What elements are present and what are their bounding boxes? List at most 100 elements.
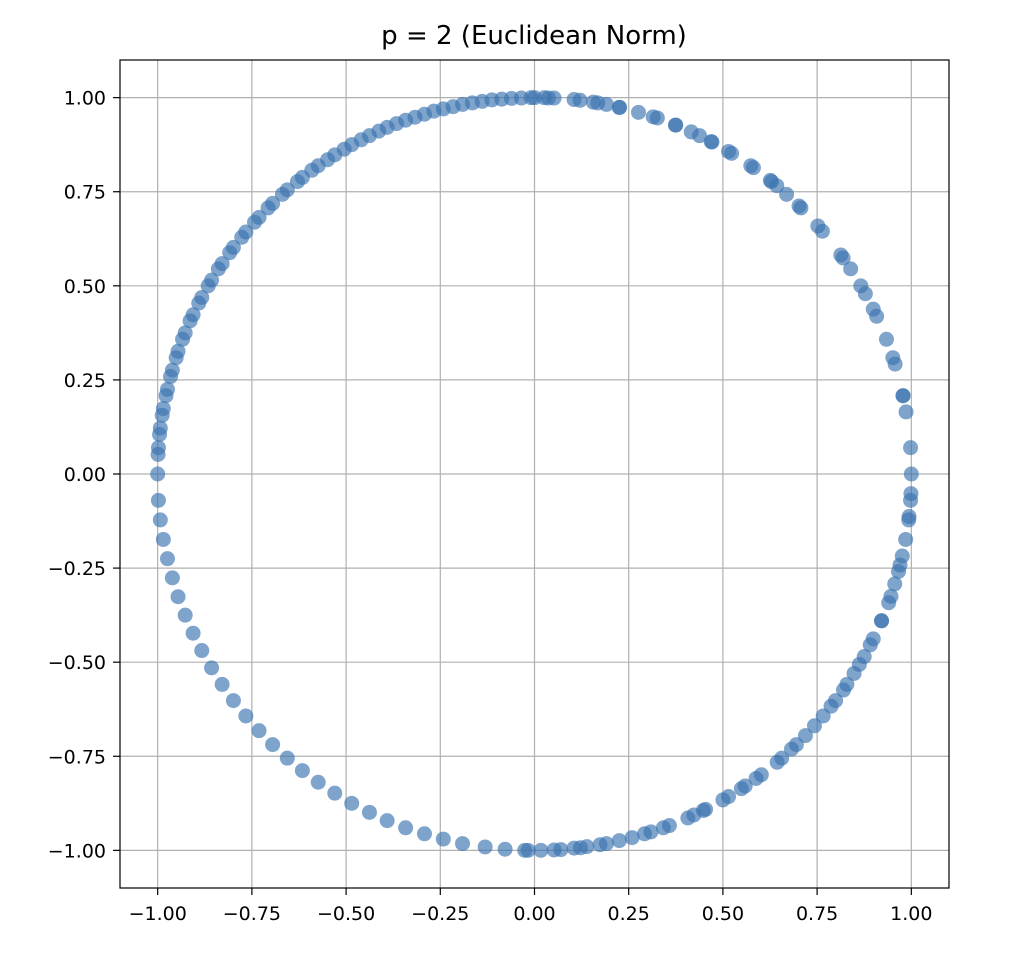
data-point [320,152,336,168]
data-point [265,737,281,753]
data-point [426,103,442,119]
data-point [793,200,809,216]
x-tick-label: −1.00 [129,903,187,925]
data-point [162,369,178,385]
data-point [856,649,872,665]
data-point [484,92,500,108]
data-point [371,123,387,139]
data-point [310,774,326,790]
data-point [853,278,869,294]
data-point [200,278,216,294]
data-point [379,813,395,829]
data-point [210,261,226,277]
data-point [643,824,659,840]
data-point [155,531,171,547]
data-point [289,174,305,190]
data-point [225,693,241,709]
data-point [177,607,193,623]
data-point [814,223,830,239]
data-point [407,109,423,125]
data-point [497,841,513,857]
data-point [150,492,166,508]
data-point [703,134,719,150]
data-point [546,90,562,106]
data-point [846,665,862,681]
data-point [344,795,360,811]
y-tick-label: 1.00 [64,88,106,110]
data-point [903,466,919,482]
data-point [579,839,595,855]
data-point [361,804,377,820]
data-point [624,830,640,846]
data-point [336,141,352,157]
data-point [797,728,813,744]
data-point [892,557,908,573]
data-point [455,836,471,852]
y-tick-label: −1.00 [48,840,106,862]
y-tick-label: 0.50 [64,276,106,298]
data-point [222,245,238,261]
data-point [901,512,917,528]
x-tick-label: 0.25 [608,903,650,925]
data-point [445,99,461,115]
data-point [477,839,493,855]
data-point [779,186,795,202]
data-point [194,643,210,659]
data-point [504,90,520,106]
data-point [869,308,885,324]
y-tick-label: 0.00 [64,464,106,486]
data-point [523,90,539,106]
x-tick-label: 0.00 [513,903,555,925]
data-point [389,116,405,132]
data-point [566,840,582,856]
data-point [279,750,295,766]
data-point [686,807,702,823]
x-tick-label: 0.50 [702,903,744,925]
data-point [260,200,276,216]
data-point [251,723,267,739]
x-tick-label: −0.75 [223,903,281,925]
data-point [865,631,881,647]
data-point [774,750,790,766]
y-tick-label: 0.75 [64,182,106,204]
data-point [631,104,647,120]
y-tick-label: −0.25 [48,558,106,580]
x-tick-label: −0.50 [317,903,375,925]
data-point [611,833,627,849]
data-point [152,426,168,442]
data-point [611,99,627,115]
data-point [898,404,914,420]
data-point [304,162,320,178]
data-point [806,718,822,734]
data-point [234,229,250,245]
data-point [598,96,614,112]
data-point [435,831,451,847]
axis-ticks: −1.00 −0.75 −0.50 −0.25 0.00 0.25 0.50 0.75 1.00… [48,88,933,925]
data-point [175,331,191,347]
data-point [698,801,714,817]
data-point [185,625,201,641]
data-point [835,682,851,698]
data-point [783,741,799,757]
data-point [815,708,831,724]
y-tick-label: −0.75 [48,746,106,768]
data-point [191,295,207,311]
data-point [204,660,220,676]
data-point [721,143,737,159]
data-point [903,440,919,456]
data-point [464,95,480,111]
data-point [398,820,414,836]
data-point [327,785,343,801]
data-point [182,313,198,329]
data-point [721,789,737,805]
data-point [743,158,759,174]
data-point [566,92,582,108]
data-points [150,90,919,858]
data-point [764,174,780,190]
data-point [353,132,369,148]
data-point [753,767,769,783]
data-point [903,486,919,502]
data-point [668,117,684,133]
data-point [649,110,665,126]
